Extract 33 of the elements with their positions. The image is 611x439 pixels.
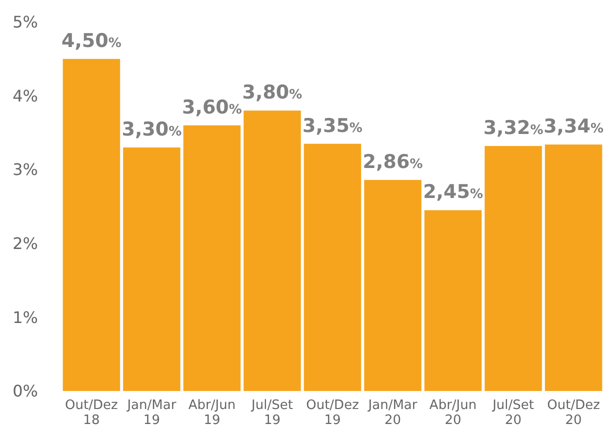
y-tick-label: 5% — [12, 12, 38, 32]
bar — [244, 110, 301, 391]
data-label: 3,35% — [302, 114, 362, 137]
x-tick-label: Jul/Set 20 — [492, 398, 534, 428]
x-tick-label: Out/Dez 20 — [547, 398, 600, 428]
x-tick-label: Jan/Mar 20 — [367, 398, 418, 428]
bar — [304, 144, 362, 391]
data-label: 2,86% — [362, 150, 423, 173]
bar — [424, 210, 482, 391]
x-tick-label: Out/Dez 19 — [306, 398, 360, 428]
bar — [62, 58, 120, 391]
bar — [183, 125, 241, 391]
data-label: 3,34% — [544, 116, 604, 138]
data-label: 3,80% — [242, 82, 302, 104]
x-tick-label: Jan/Mar 19 — [126, 398, 177, 428]
bar — [544, 144, 602, 391]
x-tick-label: Abr/Jun 20 — [429, 398, 477, 428]
x-tick-label: Jul/Set 19 — [250, 398, 293, 428]
bar — [484, 146, 542, 391]
x-tick-label: Out/Dez 18 — [65, 398, 118, 428]
y-tick-label: 4% — [12, 86, 38, 106]
y-tick-label: 2% — [12, 234, 38, 253]
data-label: 3,30% — [122, 118, 182, 140]
y-tick-label: 3% — [12, 160, 38, 180]
bar — [364, 180, 422, 391]
data-label: 4,50% — [61, 30, 122, 52]
x-tick-label: Abr/Jun 19 — [188, 398, 236, 428]
y-tick-label: 1% — [12, 308, 38, 327]
data-label: 2,45% — [423, 181, 483, 204]
data-label: 3,32% — [483, 116, 544, 139]
bar — [123, 147, 180, 391]
y-tick-label: 0% — [12, 382, 38, 401]
data-label: 3,60% — [182, 96, 242, 118]
